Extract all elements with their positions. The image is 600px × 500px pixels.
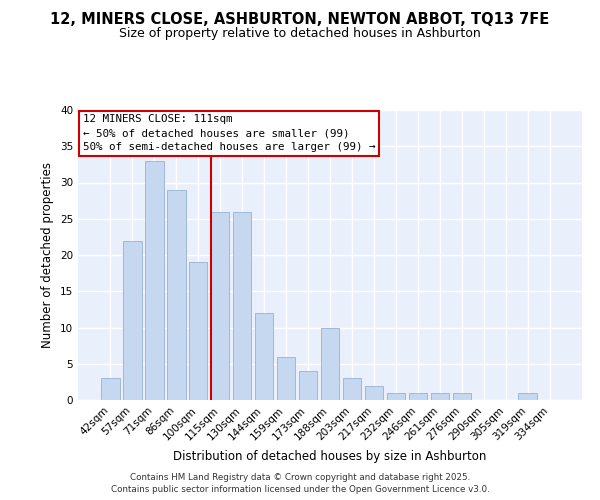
- Bar: [167, 190, 185, 400]
- Text: 12 MINERS CLOSE: 111sqm
← 50% of detached houses are smaller (99)
50% of semi-de: 12 MINERS CLOSE: 111sqm ← 50% of detache…: [83, 114, 376, 152]
- Bar: [386, 393, 405, 400]
- Bar: [211, 212, 229, 400]
- Bar: [431, 393, 449, 400]
- Bar: [299, 371, 317, 400]
- Bar: [365, 386, 383, 400]
- Bar: [145, 161, 164, 400]
- Bar: [409, 393, 427, 400]
- Bar: [123, 240, 142, 400]
- Bar: [343, 378, 361, 400]
- Bar: [255, 313, 274, 400]
- Bar: [452, 393, 471, 400]
- Bar: [518, 393, 537, 400]
- Text: Contains public sector information licensed under the Open Government Licence v3: Contains public sector information licen…: [110, 485, 490, 494]
- Y-axis label: Number of detached properties: Number of detached properties: [41, 162, 55, 348]
- Bar: [233, 212, 251, 400]
- Text: Contains HM Land Registry data © Crown copyright and database right 2025.: Contains HM Land Registry data © Crown c…: [130, 472, 470, 482]
- Bar: [189, 262, 208, 400]
- Bar: [277, 356, 295, 400]
- Text: Size of property relative to detached houses in Ashburton: Size of property relative to detached ho…: [119, 28, 481, 40]
- X-axis label: Distribution of detached houses by size in Ashburton: Distribution of detached houses by size …: [173, 450, 487, 463]
- Text: 12, MINERS CLOSE, ASHBURTON, NEWTON ABBOT, TQ13 7FE: 12, MINERS CLOSE, ASHBURTON, NEWTON ABBO…: [50, 12, 550, 28]
- Bar: [320, 328, 340, 400]
- Bar: [101, 378, 119, 400]
